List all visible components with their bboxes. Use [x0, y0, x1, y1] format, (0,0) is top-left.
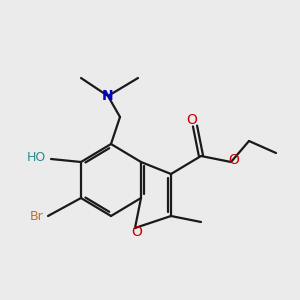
Text: O: O: [228, 153, 239, 166]
Text: N: N: [102, 89, 114, 103]
Text: O: O: [187, 113, 197, 127]
Text: HO: HO: [26, 151, 46, 164]
Text: O: O: [132, 226, 142, 239]
Text: Br: Br: [30, 209, 44, 223]
